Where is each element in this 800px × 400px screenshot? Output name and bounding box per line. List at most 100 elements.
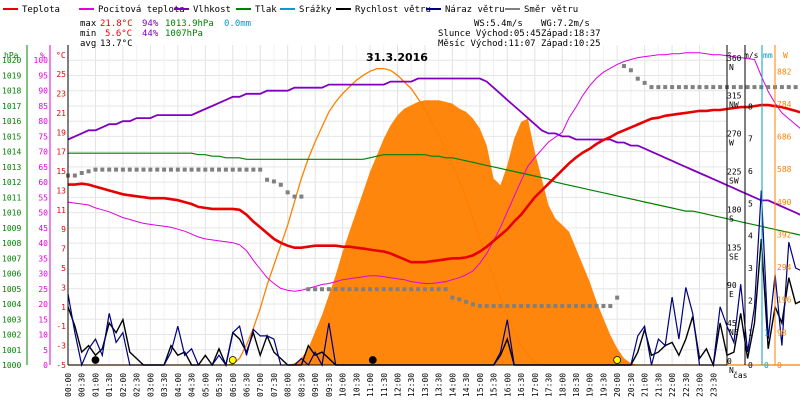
wind-dir-point (258, 167, 263, 172)
wind-dir-point (175, 167, 180, 172)
tick-x-time: 00:30 (78, 373, 87, 397)
wind-dir-point (505, 304, 510, 309)
wind-dir-point (230, 167, 235, 172)
tick-x-time: 03:00 (146, 373, 155, 397)
wind-dir-point (93, 167, 98, 172)
axis-unit-temp: °C (56, 51, 66, 60)
wind-dir-point (711, 85, 716, 90)
tick-temp: 19 (56, 128, 66, 137)
wind-dir-point (388, 287, 393, 292)
wind-dir-point (381, 287, 386, 292)
wind-dir-point (271, 179, 276, 184)
tick-x-time: 16:30 (517, 373, 526, 397)
tick-temp: -1 (56, 322, 66, 331)
tick-wind-dir-compass: SW (729, 177, 739, 186)
legend-label-smer: Směr větru (524, 5, 578, 15)
wind-dir-point (601, 304, 606, 309)
tick-x-time: 22:30 (682, 373, 691, 397)
stats-max-press: 1013.9hPa (165, 19, 214, 29)
tick-temp: 17 (56, 148, 66, 157)
wind-dir-point (210, 167, 215, 172)
wind-dir-point (738, 85, 743, 90)
tick-x-time: 07:30 (270, 373, 279, 397)
tick-temp: 15 (56, 167, 66, 176)
wind-dir-point (203, 167, 208, 172)
wind-dir-point (120, 167, 125, 172)
tick-solar: 686 (777, 133, 792, 142)
tick-wind-dir-compass: W (729, 139, 734, 148)
wind-dir-point (148, 167, 153, 172)
legend-label-tlak: Tlak (255, 5, 277, 15)
tick-hpa: 1005 (2, 285, 21, 294)
tick-x-time: 15:00 (476, 373, 485, 397)
tick-percent: 40 (38, 239, 48, 248)
tick-solar: 294 (777, 263, 792, 272)
tick-x-time: 18:00 (558, 373, 567, 397)
tick-hpa: 1008 (2, 239, 21, 248)
tick-x-time: 21:30 (654, 373, 663, 397)
tick-percent: 50 (38, 209, 48, 218)
tick-wind-dir-compass: N (729, 366, 734, 375)
tick-hpa: 1011 (2, 193, 21, 202)
wind-dir-point (594, 304, 599, 309)
wind-dir-point (580, 304, 585, 309)
wind-dir-point (635, 76, 640, 81)
wind-dir-point (752, 85, 757, 90)
wind-dir-point (368, 287, 373, 292)
tick-wind-speed: 2 (748, 296, 753, 305)
tick-hpa: 1010 (2, 209, 21, 218)
wind-dir-point (532, 304, 537, 309)
tick-x-time: 23:00 (696, 373, 705, 397)
wind-dir-point (519, 304, 524, 309)
tick-temp: -5 (56, 361, 66, 370)
wind-dir-point (622, 64, 627, 69)
tick-temp: 25 (56, 70, 66, 79)
tick-x-time: 20:30 (627, 373, 636, 397)
series-pressure-line (68, 152, 800, 236)
wind-dir-point (107, 167, 112, 172)
tick-x-time: 15:30 (490, 373, 499, 397)
wind-dir-point (162, 167, 167, 172)
tick-percent: 20 (38, 300, 48, 309)
wind-dir-point (422, 287, 427, 292)
tick-temp: 5 (61, 264, 66, 273)
wind-dir-point (100, 167, 105, 172)
stats-avg-label: avg (80, 39, 96, 49)
tick-x-time: 07:00 (256, 373, 265, 397)
tick-hpa: 1016 (2, 117, 21, 126)
info-wg: WG:7.2m/s (541, 19, 590, 29)
tick-hpa: 1017 (2, 102, 21, 111)
tick-temp: 7 (61, 245, 66, 254)
wind-dir-point (395, 287, 400, 292)
tick-x-time: 18:30 (572, 373, 581, 397)
tick-hpa: 1004 (2, 300, 21, 309)
stats-min-temp: 5.6°C (105, 29, 132, 39)
tick-hpa: 1002 (2, 331, 21, 340)
tick-percent: 15 (38, 315, 48, 324)
wind-dir-point (690, 85, 695, 90)
wind-dir-point (244, 167, 249, 172)
tick-solar: 392 (777, 230, 792, 239)
stats-min-press: 1007hPa (165, 29, 203, 39)
tick-percent: 25 (38, 285, 48, 294)
tick-percent: 65 (38, 163, 48, 172)
marker-moon-rise (368, 356, 377, 364)
tick-percent: 10 (38, 331, 48, 340)
tick-x-time: 02:00 (119, 373, 128, 397)
tick-wind-speed: 7 (748, 135, 753, 144)
tick-temp: 9 (61, 225, 66, 234)
tick-wind-dir-compass: SE (729, 252, 739, 261)
series-humidity-line (67, 77, 800, 216)
tick-hpa: 1006 (2, 270, 21, 279)
tick-wind-dir: 315 (727, 92, 742, 101)
tick-percent: 70 (38, 148, 48, 157)
legend: Teplota Pocitová teplota Vlhkost Tlak Sr… (3, 5, 578, 15)
marker-sun-rise (228, 356, 237, 364)
tick-temp: 11 (56, 206, 66, 215)
wind-dir-point (573, 304, 578, 309)
wind-dir-point (189, 167, 194, 172)
tick-x-time: 04:00 (174, 373, 183, 397)
tick-x-time: 12:00 (394, 373, 403, 397)
wind-dir-point (525, 304, 530, 309)
